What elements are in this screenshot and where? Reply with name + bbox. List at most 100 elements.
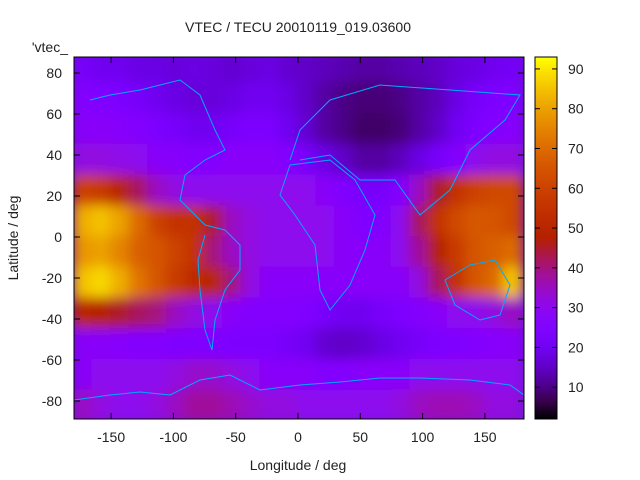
heatmap-cell xyxy=(74,174,94,208)
y-tick-label: 40 xyxy=(46,147,62,163)
x-axis: -150 -100 -50 0 50 100 150 xyxy=(97,57,497,445)
heatmap-cell xyxy=(297,174,318,208)
heatmap-cell xyxy=(91,143,113,177)
heatmap-cell xyxy=(465,205,486,238)
heatmap-cell xyxy=(502,328,524,361)
heatmap-cell xyxy=(427,328,449,361)
heatmap-cell xyxy=(297,236,318,269)
heatmap-cell xyxy=(353,236,374,269)
y-tick-label: -60 xyxy=(42,352,62,368)
heatmap-cell xyxy=(222,328,243,361)
coast-north-america xyxy=(89,79,226,226)
heatmap-cell xyxy=(240,359,262,392)
heatmap-cell xyxy=(91,205,113,238)
heatmap-cell xyxy=(222,174,243,208)
heatmap-cell xyxy=(409,328,430,361)
heatmap-cell xyxy=(203,57,225,85)
heatmap-cell xyxy=(278,82,299,115)
heatmap-cell xyxy=(110,82,131,115)
heatmap-cell xyxy=(502,113,524,146)
heatmap-cell xyxy=(446,57,468,85)
heatmap-cell xyxy=(222,57,243,85)
heatmap-cell xyxy=(390,297,412,331)
heatmap-cell xyxy=(483,174,505,208)
heatmap-cell xyxy=(409,389,430,419)
colorbar-tick-label: 10 xyxy=(568,379,584,395)
heatmap-cell xyxy=(278,143,299,177)
heatmap-cell xyxy=(465,82,486,115)
heatmap-cell xyxy=(446,266,468,300)
heatmap-cell xyxy=(240,236,262,269)
heatmap-cell xyxy=(315,174,337,208)
heatmap-cell xyxy=(297,205,318,238)
heatmap-cell xyxy=(240,174,262,208)
heatmap-cell xyxy=(371,143,393,177)
x-tick-label: -50 xyxy=(226,429,246,445)
heatmap-cell xyxy=(110,113,131,146)
y-axis: -80 -60 -40 -20 0 20 40 60 80 xyxy=(42,65,524,409)
y-axis-label: Latitude / deg xyxy=(5,196,21,281)
heatmap-cell xyxy=(240,389,262,419)
heatmap-cell xyxy=(446,174,468,208)
heatmap-cell xyxy=(110,57,131,85)
heatmap-cell xyxy=(427,266,449,300)
heatmap-cell xyxy=(334,236,356,269)
colorbar-axis: 10 20 30 40 50 60 70 80 90 xyxy=(535,61,584,395)
heatmap-area xyxy=(74,57,524,419)
heatmap-cell xyxy=(147,297,169,331)
heatmap-cell xyxy=(74,205,94,238)
heatmap-cell xyxy=(465,297,486,331)
heatmap-cell xyxy=(353,205,374,238)
heatmap-cell xyxy=(465,236,486,269)
heatmap-cell xyxy=(465,389,486,419)
heatmap-cell xyxy=(483,82,505,115)
heatmap-cell xyxy=(222,297,243,331)
heatmap-cell xyxy=(446,359,468,392)
heatmap-cell xyxy=(427,205,449,238)
heatmap-cell xyxy=(110,297,131,331)
heatmap-cell xyxy=(240,297,262,331)
heatmap-cell xyxy=(427,389,449,419)
heatmap-cell xyxy=(166,328,187,361)
heatmap-cell xyxy=(390,389,412,419)
heatmap-cell xyxy=(147,236,169,269)
colorbar-tick-label: 60 xyxy=(568,180,584,196)
heatmap-cell xyxy=(353,82,374,115)
colorbar-tick-label: 50 xyxy=(568,220,584,236)
heatmap-cell xyxy=(166,389,187,419)
heatmap-cell xyxy=(502,297,524,331)
y-tick-label: -40 xyxy=(42,311,62,327)
heatmap-cell xyxy=(353,113,374,146)
heatmap-cell xyxy=(278,236,299,269)
heatmap-cell xyxy=(483,389,505,419)
heatmap-cell xyxy=(502,82,524,115)
heatmap-cell xyxy=(74,359,94,392)
heatmap-cell xyxy=(390,174,412,208)
heatmap-cell xyxy=(74,57,94,85)
heatmap-cell xyxy=(128,205,150,238)
heatmap-cell xyxy=(427,143,449,177)
heatmap-cell xyxy=(446,82,468,115)
heatmap-cell xyxy=(128,236,150,269)
heatmap-cell xyxy=(409,174,430,208)
heatmap-cell xyxy=(371,205,393,238)
heatmap-cell xyxy=(278,113,299,146)
heatmap-cell xyxy=(203,389,225,419)
plot-border xyxy=(73,56,525,420)
heatmap-cell xyxy=(110,236,131,269)
heatmap-cell xyxy=(465,359,486,392)
x-tick-label: 50 xyxy=(353,429,369,445)
heatmap-cell xyxy=(184,143,206,177)
heatmap-cell xyxy=(128,174,150,208)
heatmap-cell xyxy=(147,266,169,300)
heatmap-cell xyxy=(278,205,299,238)
heatmap-cell xyxy=(166,82,187,115)
heatmap-cell xyxy=(166,57,187,85)
heatmap-cell xyxy=(74,82,94,115)
heatmap-cell xyxy=(446,113,468,146)
heatmap-cell xyxy=(147,113,169,146)
heatmap-cell xyxy=(315,82,337,115)
heatmap-cell xyxy=(259,266,281,300)
heatmap-cell xyxy=(278,297,299,331)
heatmap-cell xyxy=(315,328,337,361)
